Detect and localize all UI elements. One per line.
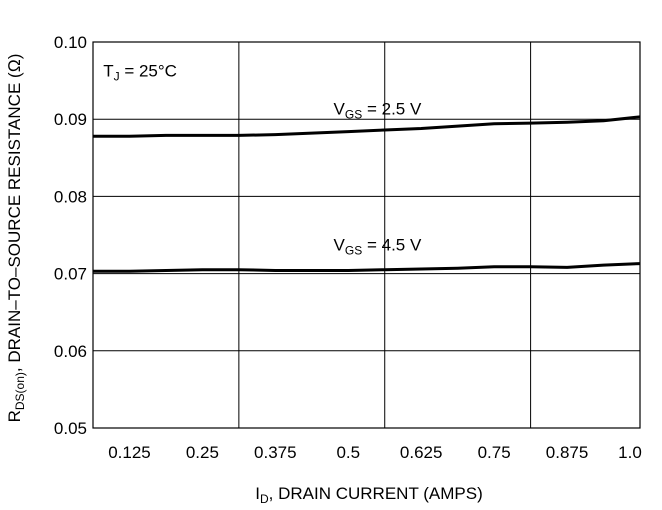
gridlines <box>93 42 640 428</box>
annotation-0: TJ = 25°C <box>103 62 177 84</box>
y-tick-labels: 0.05 0.06 0.07 0.08 0.09 0.10 <box>54 33 87 438</box>
y-tick-label: 0.06 <box>54 342 87 361</box>
x-axis-label: ID, DRAIN CURRENT (AMPS) <box>255 484 483 506</box>
series-line-0 <box>93 115 641 138</box>
series-group <box>93 115 641 273</box>
annotations: TJ = 25°C VGS = 2.5 V VGS = 4.5 V <box>103 62 422 258</box>
annotation-1: VGS = 2.5 V <box>334 100 422 122</box>
plot-frame <box>92 41 641 429</box>
x-tick-label: 0.625 <box>400 443 443 462</box>
x-tick-label: 0.375 <box>254 443 297 462</box>
y-tick-label: 0.07 <box>54 265 87 284</box>
x-tick-label: 0.125 <box>108 443 151 462</box>
x-tick-label: 0.5 <box>336 443 360 462</box>
x-tick-labels: 0.125 0.25 0.375 0.5 0.625 0.75 0.875 1.0 <box>108 443 642 462</box>
y-tick-label: 0.05 <box>54 419 87 438</box>
series-line-1 <box>93 262 641 273</box>
x-tick-label: 1.0 <box>618 443 642 462</box>
x-tick-label: 0.75 <box>478 443 511 462</box>
x-tick-label: 0.875 <box>546 443 589 462</box>
annotation-2: VGS = 4.5 V <box>334 235 422 257</box>
y-tick-label: 0.10 <box>54 33 87 52</box>
y-tick-label: 0.09 <box>54 110 87 129</box>
y-axis-label: RDS(on), DRAIN–TO–SOURCE RESISTANCE (Ω) <box>5 54 27 423</box>
x-tick-label: 0.25 <box>186 443 219 462</box>
y-tick-label: 0.08 <box>54 187 87 206</box>
